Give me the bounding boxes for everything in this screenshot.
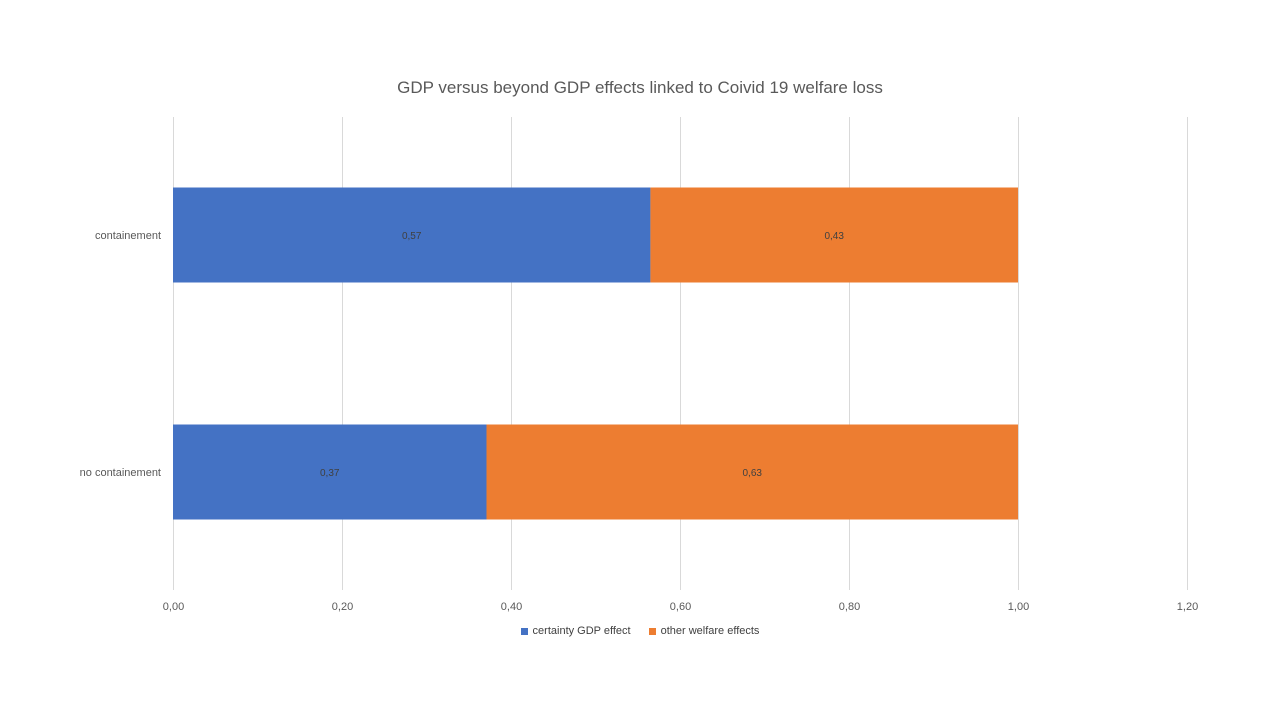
legend-item-1: other welfare effects (648, 625, 760, 637)
x-tick-label-5: 1,00 (1008, 601, 1029, 613)
legend-label-1: other welfare effects (660, 625, 760, 637)
data-label-0-1: 0,43 (824, 231, 844, 242)
bar-1-1 (486, 424, 1018, 520)
bar-0-1 (650, 187, 1018, 283)
x-tick-label-1: 0,20 (332, 601, 353, 613)
bar-1-0 (173, 424, 487, 520)
x-tick-label-6: 1,20 (1177, 601, 1198, 613)
data-label-0-0: 0,57 (402, 231, 422, 242)
x-tick-label-2: 0,40 (501, 601, 522, 613)
legend-label-0: certainty GDP effect (532, 625, 631, 637)
y-category-label-1: no containement (80, 467, 161, 479)
y-category-label-0: containement (95, 230, 161, 242)
x-tick-label-4: 0,80 (839, 601, 860, 613)
x-tick-label-3: 0,60 (670, 601, 691, 613)
data-label-1-0: 0,37 (320, 468, 340, 479)
x-tick-label-0: 0,00 (163, 601, 184, 613)
legend-swatch-0 (520, 627, 528, 635)
data-label-1-1: 0,63 (743, 468, 763, 479)
legend-item-0: certainty GDP effect (520, 625, 631, 637)
chart-title: GDP versus beyond GDP effects linked to … (397, 78, 883, 97)
legend-swatch-1 (648, 627, 656, 635)
legend: certainty GDP effect other welfare effec… (0, 625, 1280, 637)
bar-0-0 (173, 187, 651, 283)
